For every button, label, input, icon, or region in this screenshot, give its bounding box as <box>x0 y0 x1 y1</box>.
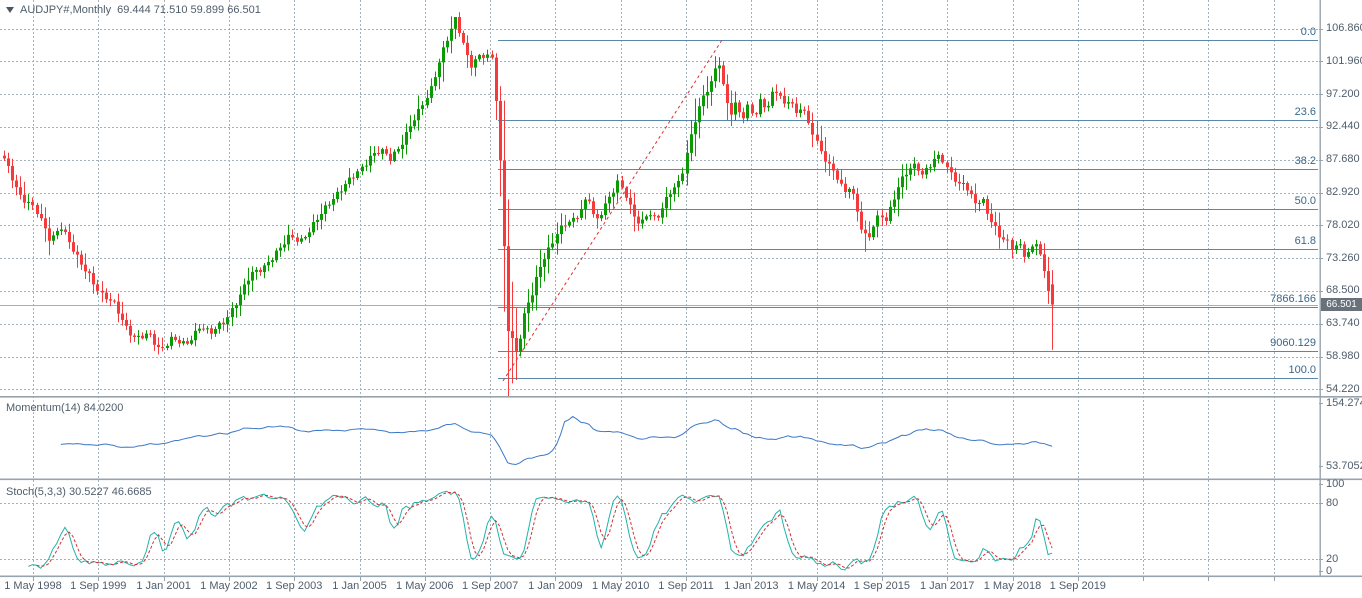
price-axis-label: 82.920 <box>1326 186 1360 198</box>
stoch-scale-label: 0 <box>1326 564 1333 577</box>
time-axis-label: 1 Jan 2009 <box>528 580 583 592</box>
momentum-panel[interactable] <box>0 398 1318 478</box>
time-axis-label: 1 May 2006 <box>396 580 454 592</box>
time-axis-label: 1 Sep 2015 <box>853 580 911 592</box>
price-axis-label: 97.200 <box>1326 87 1360 100</box>
time-axis-label: 1 Jan 2005 <box>332 580 387 592</box>
price-axis-label: 73.260 <box>1326 251 1360 264</box>
chart-ohlc-values: 69.444 71.510 59.899 66.501 <box>117 4 261 16</box>
fib-level-label: 0.0 <box>1300 26 1316 38</box>
time-axis-label: 1 Jan 2001 <box>136 580 191 592</box>
fib-level-label: 50.0 <box>1294 195 1316 207</box>
price-axis-label: 54.220 <box>1326 382 1360 395</box>
fib-level-label: 100.0 <box>1288 364 1316 376</box>
time-axis-label: 1 May 2010 <box>591 580 650 592</box>
time-axis-label: 1 Sep 2007 <box>461 580 519 592</box>
price-axis-label: 78.020 <box>1326 218 1360 231</box>
time-axis-label: 1 May 2002 <box>200 580 258 592</box>
time-axis-label: 1 Jan 2013 <box>724 580 779 592</box>
momentum-indicator-label: Momentum(14) 84.0200 <box>6 402 124 414</box>
price-axis-label: 106.860 <box>1326 22 1362 34</box>
time-axis-label: 1 Sep 2011 <box>658 580 714 592</box>
momentum-scale-label: 53.7052 <box>1326 459 1362 472</box>
price-axis-label: 63.740 <box>1326 317 1360 330</box>
fib-level-label: 61.8 <box>1294 235 1316 247</box>
stochastic-panel[interactable] <box>0 481 1318 575</box>
time-axis-label: 1 Sep 1999 <box>70 580 127 592</box>
time-axis-label: 1 May 2018 <box>983 580 1042 592</box>
fib-level-label: 9060.129 <box>1270 337 1316 349</box>
time-axis-label: 1 May 2014 <box>787 580 846 592</box>
symbol-dropdown-icon[interactable] <box>6 7 14 13</box>
price-axis-label: 68.500 <box>1326 284 1360 297</box>
time-axis-label: 1 Jan 2017 <box>919 580 975 592</box>
stochastic-indicator-label: Stoch(5,3,3) 30.5227 46.6685 <box>6 486 152 498</box>
fib-level-label: 7866.166 <box>1270 293 1316 305</box>
chart-title-bar: AUDJPY#,Monthly 69.444 71.510 59.899 66.… <box>6 4 261 16</box>
time-axis-label: 1 Sep 2003 <box>266 580 323 592</box>
time-axis-label: 1 Sep 2019 <box>1049 580 1106 592</box>
main-chart-panel[interactable] <box>0 0 1318 396</box>
chart-symbol-timeframe: AUDJPY#,Monthly <box>20 4 112 16</box>
fib-level-label: 23.6 <box>1294 106 1316 118</box>
price-axis-label: 58.980 <box>1326 350 1360 362</box>
price-axis-label: 92.440 <box>1326 120 1360 133</box>
stoch-scale-label: 20 <box>1326 552 1339 565</box>
stoch-scale-label: 100 <box>1326 477 1345 490</box>
fib-level-label: 38.2 <box>1294 155 1316 167</box>
price-axis-label: 101.960 <box>1326 54 1362 67</box>
current-price-badge: 66.501 <box>1321 298 1362 312</box>
stoch-scale-label: 80 <box>1326 496 1339 509</box>
price-axis-label: 87.680 <box>1326 153 1360 166</box>
time-axis-label: 1 May 1998 <box>4 580 62 592</box>
